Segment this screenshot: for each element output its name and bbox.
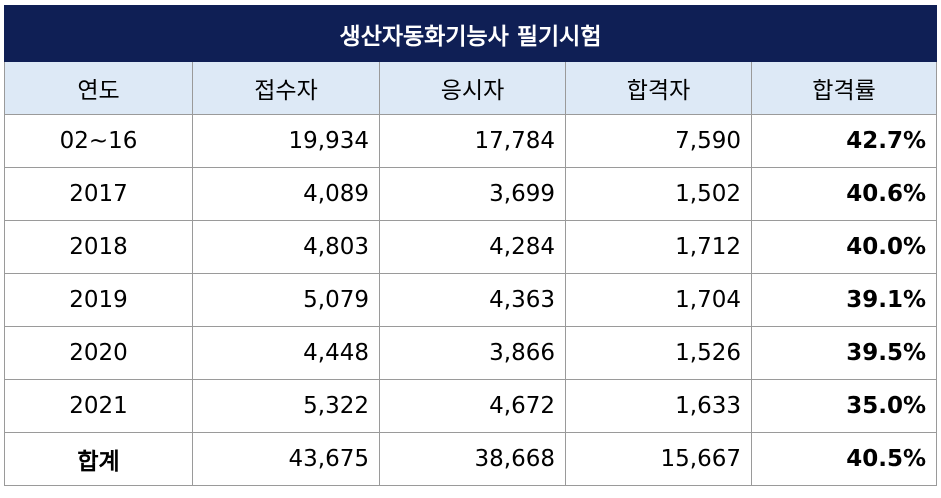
cell-passers: 1,633 bbox=[565, 379, 752, 433]
table-row: 2017 4,089 3,699 1,502 40.6% bbox=[4, 167, 938, 221]
cell-applicants: 4,089 bbox=[192, 167, 380, 221]
cell-total-examinees: 38,668 bbox=[379, 432, 566, 486]
cell-pass-rate: 35.0% bbox=[750, 379, 938, 433]
cell-examinees: 17,784 bbox=[379, 114, 566, 168]
cell-year: 2019 bbox=[4, 273, 193, 327]
cell-total-pass-rate: 40.5% bbox=[750, 432, 938, 486]
cell-applicants: 5,079 bbox=[192, 273, 380, 327]
cell-year: 02~16 bbox=[4, 114, 193, 168]
table-row: 2019 5,079 4,363 1,704 39.1% bbox=[4, 273, 938, 327]
cell-examinees: 4,672 bbox=[379, 379, 566, 433]
cell-pass-rate: 40.0% bbox=[750, 220, 938, 274]
header-year: 연도 bbox=[4, 61, 193, 115]
table-row: 02~16 19,934 17,784 7,590 42.7% bbox=[4, 114, 938, 168]
cell-pass-rate: 39.5% bbox=[750, 326, 938, 380]
cell-year: 2021 bbox=[4, 379, 193, 433]
table-title: 생산자동화기능사 필기시험 bbox=[3, 5, 938, 62]
cell-applicants: 4,448 bbox=[192, 326, 380, 380]
table-total-row: 합계 43,675 38,668 15,667 40.5% bbox=[4, 432, 938, 486]
cell-applicants: 4,803 bbox=[192, 220, 380, 274]
cell-applicants: 19,934 bbox=[192, 114, 380, 168]
cell-pass-rate: 42.7% bbox=[750, 114, 938, 168]
table-row: 2020 4,448 3,866 1,526 39.5% bbox=[4, 326, 938, 380]
cell-total-label: 합계 bbox=[4, 432, 193, 486]
cell-year: 2018 bbox=[4, 220, 193, 274]
table-header-row: 연도 접수자 응시자 합격자 합격률 bbox=[4, 61, 938, 115]
header-examinees: 응시자 bbox=[379, 61, 566, 115]
cell-year: 2020 bbox=[4, 326, 193, 380]
cell-passers: 7,590 bbox=[565, 114, 752, 168]
exam-stats-table: 생산자동화기능사 필기시험 연도 접수자 응시자 합격자 합격률 02~16 1… bbox=[3, 5, 938, 486]
table-row: 2018 4,803 4,284 1,712 40.0% bbox=[4, 220, 938, 274]
cell-year: 2017 bbox=[4, 167, 193, 221]
cell-pass-rate: 40.6% bbox=[750, 167, 938, 221]
header-pass-rate: 합격률 bbox=[750, 61, 938, 115]
header-applicants: 접수자 bbox=[192, 61, 380, 115]
cell-passers: 1,526 bbox=[565, 326, 752, 380]
cell-total-passers: 15,667 bbox=[565, 432, 752, 486]
cell-examinees: 3,866 bbox=[379, 326, 566, 380]
cell-examinees: 4,284 bbox=[379, 220, 566, 274]
cell-passers: 1,712 bbox=[565, 220, 752, 274]
exam-stats-table-container: 생산자동화기능사 필기시험 연도 접수자 응시자 합격자 합격률 02~16 1… bbox=[3, 5, 938, 486]
cell-applicants: 5,322 bbox=[192, 379, 380, 433]
cell-passers: 1,704 bbox=[565, 273, 752, 327]
cell-examinees: 4,363 bbox=[379, 273, 566, 327]
cell-examinees: 3,699 bbox=[379, 167, 566, 221]
cell-passers: 1,502 bbox=[565, 167, 752, 221]
table-title-row: 생산자동화기능사 필기시험 bbox=[3, 5, 938, 62]
cell-total-applicants: 43,675 bbox=[192, 432, 380, 486]
cell-pass-rate: 39.1% bbox=[750, 273, 938, 327]
header-passers: 합격자 bbox=[565, 61, 752, 115]
table-row: 2021 5,322 4,672 1,633 35.0% bbox=[4, 379, 938, 433]
